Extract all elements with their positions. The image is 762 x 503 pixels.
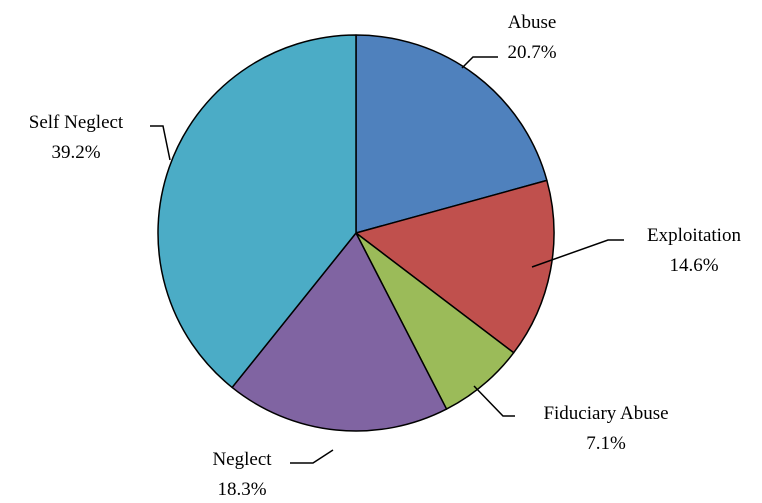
slice-label-exploitation: Exploitation [647, 225, 741, 246]
pie-labels: Abuse 20.7% Exploitation 14.6% Fiduciary Abu… [29, 12, 742, 500]
leader-line-fiduciary-abuse [473, 385, 515, 417]
slice-value-neglect: 18.3% [217, 479, 266, 498]
slice-label-neglect: Neglect [212, 449, 272, 470]
pie-slice-self-neglect [157, 34, 357, 389]
slice-label-abuse: Abuse [508, 12, 557, 33]
pie-slice-neglect [231, 232, 448, 432]
leader-line-abuse [461, 56, 498, 69]
leader-line-self-neglect [150, 125, 171, 161]
slice-value-fiduciary-abuse: 7.1% [586, 433, 626, 454]
pie-slices [157, 34, 555, 432]
pie-slice-exploitation [355, 179, 555, 354]
slice-label-self-neglect: Self Neglect [29, 112, 124, 133]
slice-value-exploitation: 14.6% [669, 255, 718, 276]
slice-label-fiduciary-abuse: Fiduciary Abuse [543, 403, 668, 424]
slice-value-abuse: 20.7% [507, 42, 556, 63]
leader-line-exploitation [531, 239, 624, 268]
pie-slice-abuse [355, 34, 548, 234]
slice-value-self-neglect: 39.2% [51, 142, 100, 163]
leader-line-neglect [290, 449, 334, 464]
